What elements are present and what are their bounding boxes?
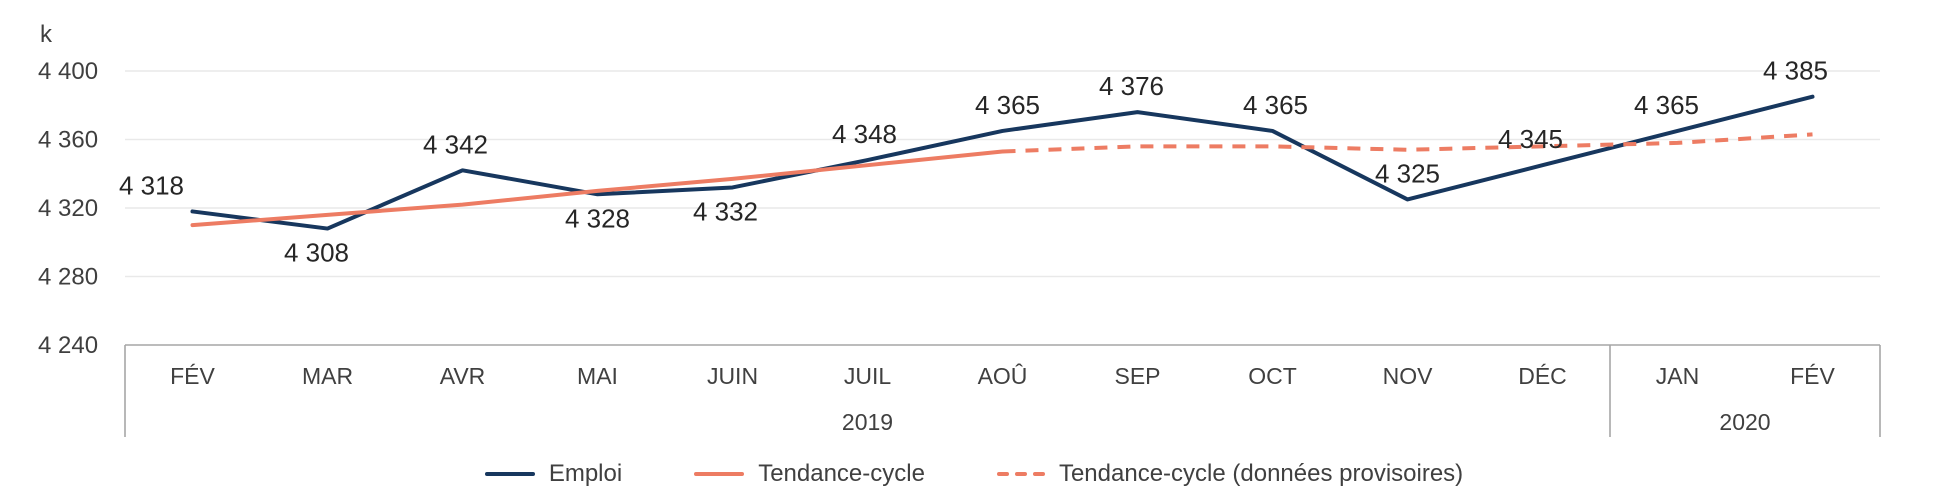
month-label: MAR (302, 363, 353, 389)
data-point-label: 4 365 (1243, 90, 1308, 120)
legend-label-tendance-cycle: Tendance-cycle (758, 460, 925, 487)
legend-label-tendance-cycle-provisoire: Tendance-cycle (données provisoires) (1058, 460, 1464, 487)
series-line-tendance-cycle-provisoire (1002, 132, 1813, 154)
series-line-tendance-cycle (190, 149, 1005, 228)
month-label: JUIN (707, 363, 758, 389)
data-point-label: 4 308 (284, 238, 349, 268)
legend-item-tendance-cycle-provisoire: Tendance-cycle (données provisoires) (996, 460, 1464, 488)
tendance-cycle-line-swatch (694, 472, 745, 476)
tendance-cycle-provisoire-dashed-swatch (996, 472, 1045, 476)
y-axis-labels: 4 400 4 360 4 320 4 280 4 240 (38, 58, 98, 359)
data-point-label: 4 385 (1763, 56, 1828, 86)
y-tick-label: 4 240 (38, 332, 98, 359)
data-point-label: 4 328 (565, 203, 630, 233)
month-labels: FÉV MAR AVR MAI JUIN JUIL AOÛ SEP OCT NOV DÉC JAN FÉ… (170, 362, 1835, 389)
y-axis-unit: k (40, 21, 53, 48)
year-labels: 2019 2020 (842, 409, 1771, 435)
legend-item-emploi: Emploi (484, 460, 623, 488)
month-label: OCT (1248, 363, 1297, 389)
legend-item-tendance-cycle: Tendance-cycle (694, 460, 925, 488)
year-label: 2019 (842, 409, 893, 435)
data-point-label: 4 376 (1099, 71, 1164, 101)
month-label: AVR (440, 363, 486, 389)
month-label: MAI (577, 363, 618, 389)
month-label: NOV (1383, 363, 1434, 389)
legend-label-emploi: Emploi (548, 460, 623, 487)
data-point-label: 4 345 (1498, 124, 1563, 154)
month-label: DÉC (1518, 363, 1567, 389)
year-label: 2020 (1719, 409, 1770, 435)
y-tick-label: 4 280 (38, 264, 98, 291)
month-label: FÉV (170, 363, 215, 389)
axis-table (124, 344, 1881, 437)
y-tick-label: 4 400 (38, 58, 98, 85)
y-tick-label: 4 320 (38, 195, 98, 222)
series-lines (190, 94, 1815, 231)
legend: Emploi Tendance-cycle Tendance-cycle (do… (0, 454, 1948, 494)
month-label: FÉV (1790, 363, 1835, 389)
month-label: SEP (1114, 363, 1160, 389)
data-point-label: 4 332 (693, 196, 758, 226)
data-point-labels: 4 318 4 308 4 342 4 328 4 332 4 348 4 365 4 376… (119, 56, 1828, 268)
data-point-label: 4 342 (423, 129, 488, 159)
emploi-line-swatch (484, 472, 535, 476)
series-line-emploi (190, 94, 1815, 231)
data-point-label: 4 325 (1375, 158, 1440, 188)
data-point-label: 4 318 (119, 170, 184, 200)
data-point-label: 4 365 (975, 90, 1040, 120)
data-point-label: 4 365 (1634, 90, 1699, 120)
month-label: JUIL (844, 363, 892, 389)
month-label: JAN (1656, 363, 1699, 389)
y-tick-label: 4 360 (38, 127, 98, 154)
data-point-label: 4 348 (832, 119, 897, 149)
month-label: AOÛ (978, 362, 1028, 389)
